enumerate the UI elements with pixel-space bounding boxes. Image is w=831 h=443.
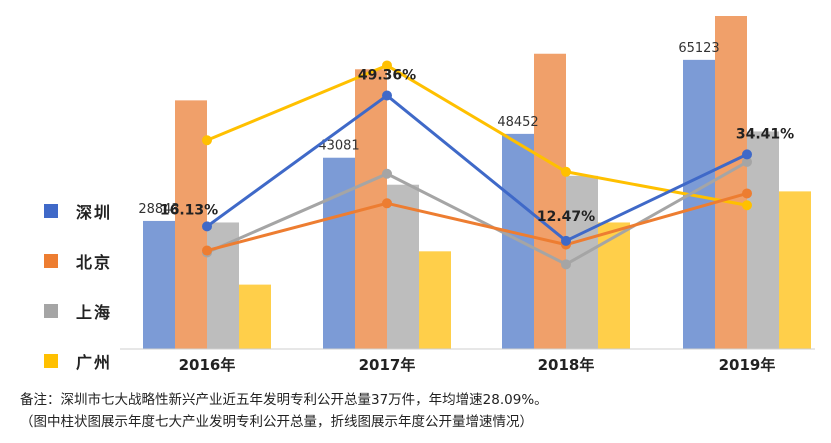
bar <box>239 284 271 349</box>
x-tick-label: 2019年 <box>719 356 776 374</box>
line-point <box>382 198 392 209</box>
bar <box>419 251 451 349</box>
legend: 深圳 北京 上海 广州 <box>44 200 112 400</box>
bar-value-label: 48452 <box>497 115 538 130</box>
bar <box>534 53 566 350</box>
legend-swatch-shenzhen <box>44 204 58 218</box>
line-point <box>202 135 212 146</box>
line-point <box>742 188 752 199</box>
bar <box>747 131 779 349</box>
note-line-2: （图中柱状图展示年度七大产业发明专利公开总量，折线图展示年度公开量增速情况） <box>20 414 533 430</box>
legend-item-shanghai: 上海 <box>44 300 112 322</box>
line-point <box>742 200 752 211</box>
line-point <box>202 245 212 256</box>
series-line <box>206 160 748 266</box>
bar <box>175 100 207 349</box>
bar <box>387 184 419 349</box>
legend-swatch-guangzhou <box>44 354 58 368</box>
bar <box>323 157 355 349</box>
line-value-label: 16.13% <box>160 202 218 218</box>
legend-label: 广州 <box>76 353 113 372</box>
bar-value-label: 65123 <box>678 41 719 56</box>
x-tick-label: 2018年 <box>538 356 595 374</box>
note-line-1: 备注：深圳市七大战略性新兴产业近五年发明专利公开总量37万件，年均增速28.09… <box>20 392 548 408</box>
line-point <box>202 221 212 232</box>
legend-swatch-beijing <box>44 254 58 268</box>
legend-label: 深圳 <box>76 203 113 222</box>
legend-label: 北京 <box>76 253 113 272</box>
bar <box>779 191 811 349</box>
x-tick-label: 2016年 <box>179 356 236 374</box>
legend-swatch-shanghai <box>44 304 58 318</box>
bar <box>598 222 630 349</box>
line-point <box>742 156 752 167</box>
line-point <box>742 149 752 160</box>
series-line <box>206 63 748 207</box>
line-point <box>382 90 392 101</box>
bar <box>143 220 175 349</box>
line-value-label: 12.47% <box>537 209 595 225</box>
bar <box>715 16 747 349</box>
series-line <box>206 94 748 243</box>
line-point <box>382 168 392 179</box>
line-value-label: 34.41% <box>736 126 794 142</box>
line-value-label: 49.36% <box>358 68 416 84</box>
legend-item-shenzhen: 深圳 <box>44 200 112 222</box>
legend-label: 上海 <box>76 303 113 322</box>
bar-value-label: 43081 <box>318 139 359 154</box>
line-point <box>382 60 392 71</box>
bar-value-label: 28843 <box>138 202 179 217</box>
series-line <box>206 191 748 252</box>
line-point <box>561 166 571 177</box>
x-tick-label: 2017年 <box>359 356 416 374</box>
line-point <box>561 235 571 246</box>
line-point <box>561 259 571 270</box>
legend-item-beijing: 北京 <box>44 250 112 272</box>
legend-item-guangzhou: 广州 <box>44 350 112 372</box>
